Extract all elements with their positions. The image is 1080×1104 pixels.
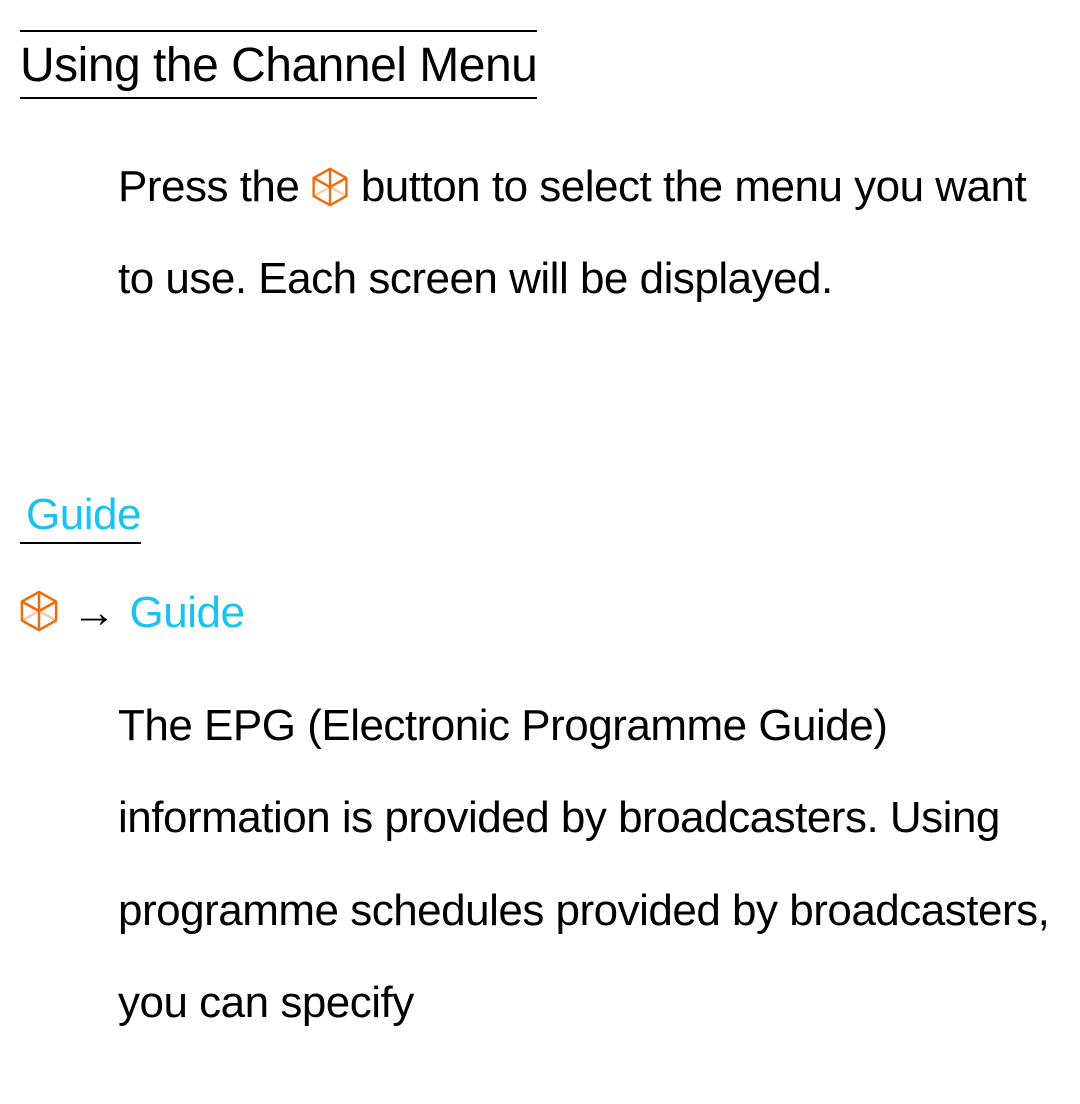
intro-text-before: Press the [118, 162, 311, 211]
guide-heading: Guide [20, 490, 141, 544]
nav-destination: Guide [130, 588, 245, 638]
section-title: Using the Channel Menu [20, 30, 537, 99]
guide-nav-path: → Guide [20, 588, 1060, 638]
guide-body: The EPG (Electronic Programme Guide) inf… [118, 680, 1060, 1050]
intro-paragraph: Press the button to select the menu you … [118, 141, 1060, 326]
nav-arrow: → [72, 588, 116, 638]
smart-hub-icon [311, 167, 349, 207]
smart-hub-icon [20, 590, 58, 632]
